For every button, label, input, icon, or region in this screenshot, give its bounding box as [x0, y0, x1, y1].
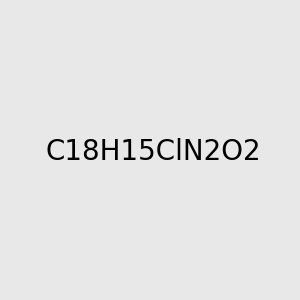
Text: C18H15ClN2O2: C18H15ClN2O2: [46, 137, 262, 166]
